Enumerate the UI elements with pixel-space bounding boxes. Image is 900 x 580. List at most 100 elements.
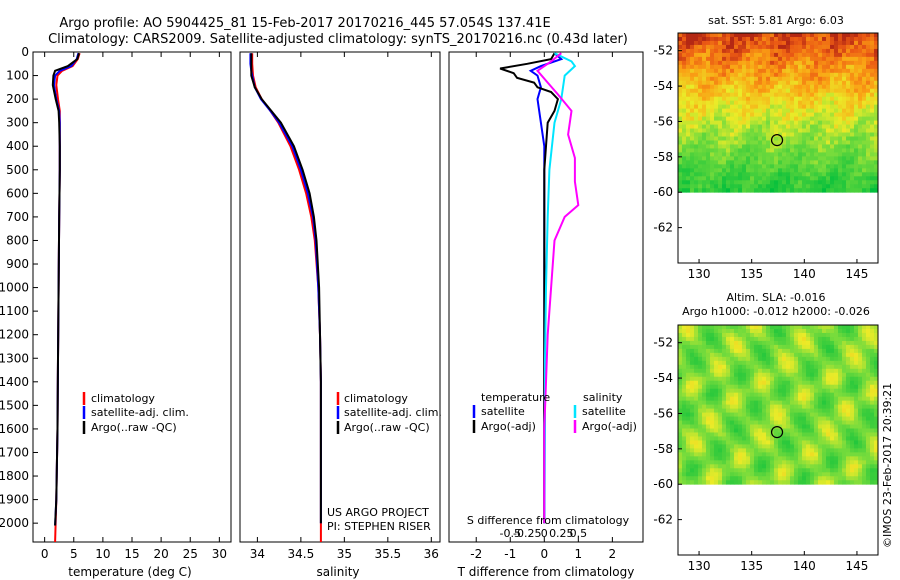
heatmap-cell <box>854 152 859 157</box>
heatmap-cell <box>754 112 759 117</box>
heatmap-cell <box>818 352 823 358</box>
heatmap-cell <box>686 168 691 173</box>
heatmap-cell <box>810 472 815 477</box>
heatmap-cell <box>750 68 755 74</box>
heatmap-cell <box>798 364 803 370</box>
heatmap-cell <box>690 480 695 485</box>
heatmap-cell <box>750 424 755 429</box>
project-pi: PI: STEPHEN RISER <box>327 520 431 533</box>
heatmap-cell <box>782 340 787 346</box>
heatmap-cell <box>874 116 879 121</box>
heatmap-cell <box>858 156 863 161</box>
heatmap-cell <box>766 104 771 110</box>
heatmap-cell <box>754 120 759 125</box>
heatmap-cell <box>862 132 867 137</box>
heatmap-cell <box>778 420 783 425</box>
heatmap-cell <box>830 33 835 38</box>
heatmap-cell <box>850 188 855 193</box>
heatmap-cell <box>834 184 839 189</box>
heatmap-cell <box>822 116 827 121</box>
heatmap-cell <box>690 36 695 42</box>
heatmap-cell <box>826 36 831 42</box>
heatmap-cell <box>846 428 851 433</box>
heatmap-cell <box>810 44 815 50</box>
heatmap-cell <box>842 64 847 70</box>
heatmap-cell <box>814 124 819 129</box>
heatmap-cell <box>810 348 815 354</box>
heatmap-cell <box>782 400 787 406</box>
heatmap-cell <box>722 168 727 173</box>
heatmap-cell <box>874 388 879 394</box>
heatmap-cell <box>850 48 855 54</box>
heatmap-cell <box>766 120 771 125</box>
heatmap-cell <box>850 332 855 338</box>
heatmap-cell <box>818 340 823 346</box>
heatmap-cell <box>834 52 839 58</box>
heatmap-cell <box>734 128 739 133</box>
heatmap-cell <box>762 144 767 149</box>
heatmap-cell <box>866 400 871 406</box>
heatmap-cell <box>762 104 767 110</box>
heatmap-cell <box>738 384 743 390</box>
heatmap-cell <box>774 480 779 485</box>
heatmap-cell <box>794 156 799 161</box>
heatmap-cell <box>750 348 755 354</box>
heatmap-cell <box>774 460 779 465</box>
heatmap-cell <box>738 332 743 338</box>
heatmap-cell <box>770 96 775 102</box>
heatmap-cell <box>722 428 727 433</box>
heatmap-cell <box>730 64 735 70</box>
heatmap-cell <box>698 364 703 370</box>
heatmap-cell <box>710 400 715 406</box>
heatmap-cell <box>758 336 763 342</box>
heatmap-cell <box>802 352 807 358</box>
heatmap-cell <box>826 476 831 481</box>
heatmap-cell <box>842 448 847 453</box>
heatmap-cell <box>858 328 863 334</box>
heatmap-cell <box>834 120 839 125</box>
heatmap-cell <box>834 428 839 433</box>
heatmap-cell <box>706 72 711 78</box>
heatmap-cell <box>710 172 715 177</box>
heatmap-cell <box>694 328 699 334</box>
heatmap-cell <box>874 348 879 354</box>
heatmap-cell <box>802 456 807 461</box>
heatmap-cell <box>814 436 819 441</box>
heatmap-cell <box>830 80 835 86</box>
heatmap-cell <box>738 356 743 362</box>
heatmap-cell <box>694 156 699 161</box>
heatmap-cell <box>782 108 787 114</box>
heatmap-cell <box>758 84 763 90</box>
heatmap-cell <box>806 40 811 46</box>
heatmap-cell <box>718 368 723 374</box>
heatmap-cell <box>770 116 775 121</box>
heatmap-cell <box>738 112 743 117</box>
heatmap-cell <box>682 56 687 62</box>
heatmap-cell <box>790 72 795 78</box>
heatmap-cell <box>814 112 819 117</box>
heatmap-cell <box>866 132 871 137</box>
heatmap-cell <box>790 184 795 189</box>
heatmap-cell <box>706 416 711 421</box>
heatmap-cell <box>846 468 851 473</box>
heatmap-cell <box>790 376 795 382</box>
heatmap-cell <box>726 428 731 433</box>
heatmap-cell <box>698 468 703 473</box>
heatmap-cell <box>818 60 823 66</box>
heatmap-cell <box>714 92 719 98</box>
heatmap-cell <box>762 344 767 350</box>
heatmap-cell <box>738 72 743 78</box>
heatmap-cell <box>786 352 791 358</box>
heatmap-cell <box>698 168 703 173</box>
heatmap-cell <box>798 476 803 481</box>
heatmap-cell <box>810 420 815 425</box>
heatmap-cell <box>826 80 831 86</box>
heatmap-cell <box>810 33 815 38</box>
heatmap-cell <box>786 388 791 394</box>
heatmap-cell <box>734 340 739 346</box>
heatmap-cell <box>710 33 715 38</box>
heatmap-cell <box>706 392 711 398</box>
heatmap-cell <box>826 128 831 133</box>
heatmap-cell <box>778 120 783 125</box>
heatmap-cell <box>766 368 771 374</box>
